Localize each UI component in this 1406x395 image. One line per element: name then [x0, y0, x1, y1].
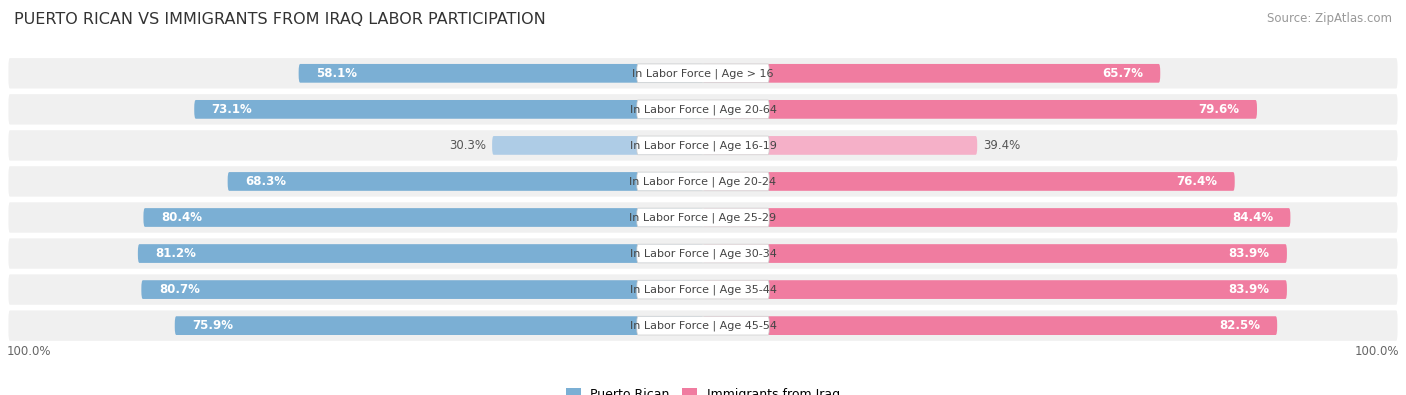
- FancyBboxPatch shape: [7, 93, 1399, 126]
- Text: 84.4%: 84.4%: [1232, 211, 1272, 224]
- Text: In Labor Force | Age 16-19: In Labor Force | Age 16-19: [630, 140, 776, 150]
- FancyBboxPatch shape: [703, 280, 1286, 299]
- FancyBboxPatch shape: [7, 273, 1399, 306]
- FancyBboxPatch shape: [228, 172, 703, 191]
- Text: 83.9%: 83.9%: [1229, 247, 1270, 260]
- Text: 100.0%: 100.0%: [7, 346, 52, 358]
- FancyBboxPatch shape: [637, 100, 769, 119]
- FancyBboxPatch shape: [7, 309, 1399, 342]
- FancyBboxPatch shape: [703, 208, 1291, 227]
- Text: 65.7%: 65.7%: [1102, 67, 1143, 80]
- Text: 80.7%: 80.7%: [159, 283, 200, 296]
- Text: 79.6%: 79.6%: [1198, 103, 1240, 116]
- FancyBboxPatch shape: [138, 244, 703, 263]
- FancyBboxPatch shape: [637, 244, 769, 263]
- FancyBboxPatch shape: [703, 136, 977, 155]
- FancyBboxPatch shape: [142, 280, 703, 299]
- Text: 58.1%: 58.1%: [316, 67, 357, 80]
- Text: PUERTO RICAN VS IMMIGRANTS FROM IRAQ LABOR PARTICIPATION: PUERTO RICAN VS IMMIGRANTS FROM IRAQ LAB…: [14, 12, 546, 27]
- FancyBboxPatch shape: [703, 100, 1257, 119]
- FancyBboxPatch shape: [492, 136, 703, 155]
- Text: 81.2%: 81.2%: [155, 247, 197, 260]
- Text: 73.1%: 73.1%: [212, 103, 253, 116]
- FancyBboxPatch shape: [637, 208, 769, 227]
- FancyBboxPatch shape: [637, 64, 769, 83]
- Text: In Labor Force | Age 35-44: In Labor Force | Age 35-44: [630, 284, 776, 295]
- Text: 82.5%: 82.5%: [1219, 319, 1260, 332]
- Text: In Labor Force | Age 30-34: In Labor Force | Age 30-34: [630, 248, 776, 259]
- Text: In Labor Force | Age 20-64: In Labor Force | Age 20-64: [630, 104, 776, 115]
- Text: Source: ZipAtlas.com: Source: ZipAtlas.com: [1267, 12, 1392, 25]
- Text: In Labor Force | Age 20-24: In Labor Force | Age 20-24: [630, 176, 776, 187]
- Text: 80.4%: 80.4%: [160, 211, 202, 224]
- Text: 30.3%: 30.3%: [450, 139, 486, 152]
- Text: 39.4%: 39.4%: [983, 139, 1019, 152]
- Text: In Labor Force | Age 25-29: In Labor Force | Age 25-29: [630, 212, 776, 223]
- FancyBboxPatch shape: [174, 316, 703, 335]
- Text: In Labor Force | Age > 16: In Labor Force | Age > 16: [633, 68, 773, 79]
- FancyBboxPatch shape: [703, 64, 1160, 83]
- FancyBboxPatch shape: [703, 316, 1277, 335]
- FancyBboxPatch shape: [637, 316, 769, 335]
- FancyBboxPatch shape: [298, 64, 703, 83]
- FancyBboxPatch shape: [194, 100, 703, 119]
- FancyBboxPatch shape: [143, 208, 703, 227]
- Text: 100.0%: 100.0%: [1354, 346, 1399, 358]
- FancyBboxPatch shape: [7, 201, 1399, 234]
- FancyBboxPatch shape: [7, 129, 1399, 162]
- Text: In Labor Force | Age 45-54: In Labor Force | Age 45-54: [630, 320, 776, 331]
- FancyBboxPatch shape: [703, 244, 1286, 263]
- Text: 83.9%: 83.9%: [1229, 283, 1270, 296]
- FancyBboxPatch shape: [7, 237, 1399, 270]
- FancyBboxPatch shape: [637, 280, 769, 299]
- FancyBboxPatch shape: [7, 165, 1399, 198]
- FancyBboxPatch shape: [703, 172, 1234, 191]
- Text: 76.4%: 76.4%: [1177, 175, 1218, 188]
- FancyBboxPatch shape: [7, 57, 1399, 90]
- Legend: Puerto Rican, Immigrants from Iraq: Puerto Rican, Immigrants from Iraq: [565, 388, 841, 395]
- Text: 68.3%: 68.3%: [245, 175, 285, 188]
- FancyBboxPatch shape: [637, 136, 769, 155]
- FancyBboxPatch shape: [637, 172, 769, 191]
- Text: 75.9%: 75.9%: [193, 319, 233, 332]
